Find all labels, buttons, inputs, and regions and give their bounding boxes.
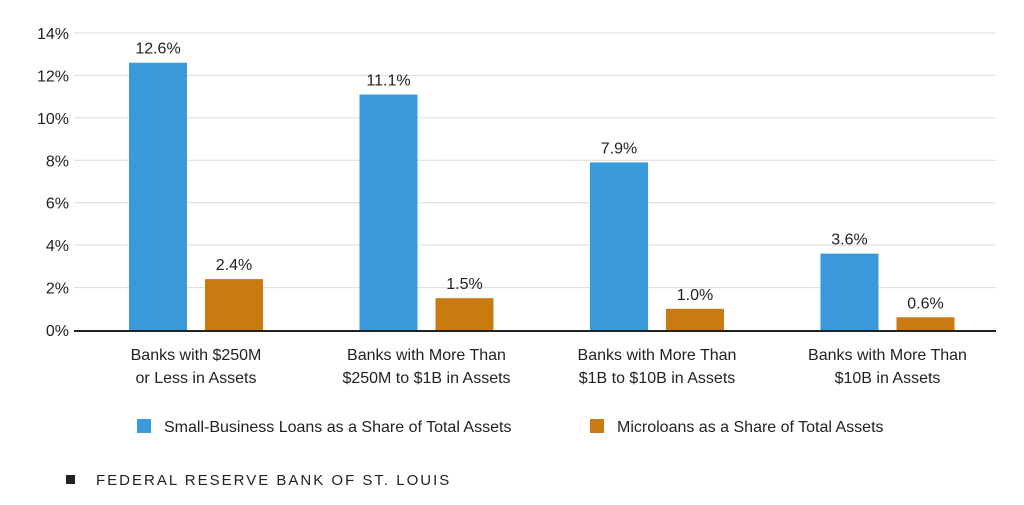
category-label: Banks with More Than <box>578 347 737 364</box>
category-label: or Less in Assets <box>136 370 257 387</box>
category-label: $1B to $10B in Assets <box>579 370 736 387</box>
y-tick-label: 2% <box>46 281 69 298</box>
data-label: 7.9% <box>601 140 637 157</box>
bar-small-business <box>359 94 418 331</box>
category-label: Banks with $250M <box>131 347 262 364</box>
source-text: FEDERAL RESERVE BANK OF ST. LOUIS <box>96 472 451 489</box>
data-label: 12.6% <box>135 41 180 58</box>
bars <box>129 62 955 331</box>
y-tick-label: 6% <box>46 196 69 213</box>
category-label: $10B in Assets <box>835 370 941 387</box>
category-labels: Banks with $250M or Less in Assets Banks w… <box>131 347 967 387</box>
y-tick-label: 8% <box>46 153 69 170</box>
data-label: 11.1% <box>366 73 410 90</box>
source-square-icon <box>66 475 75 484</box>
bar-microloans <box>896 317 955 330</box>
bar-microloans <box>435 298 494 330</box>
legend-swatch <box>137 419 151 433</box>
bar-microloans <box>205 279 263 330</box>
legend-label: Microloans as a Share of Total Assets <box>617 419 884 436</box>
bar-microloans <box>666 308 724 330</box>
y-tick-label: 4% <box>46 238 69 255</box>
data-label: 1.5% <box>446 276 482 293</box>
data-label: 0.6% <box>907 295 943 312</box>
category-label: $250M to $1B in Assets <box>342 370 510 387</box>
bar-small-business <box>590 162 648 330</box>
data-label: 2.4% <box>216 257 252 274</box>
source-credit: FEDERAL RESERVE BANK OF ST. LOUIS <box>66 472 451 489</box>
bar-small-business <box>820 253 879 330</box>
y-tick-label: 0% <box>46 323 69 340</box>
category-label: Banks with More Than <box>347 347 506 364</box>
category-label: Banks with More Than <box>808 347 967 364</box>
legend-label: Small-Business Loans as a Share of Total… <box>164 419 511 436</box>
legend-swatch <box>590 419 604 433</box>
bar-small-business <box>129 62 187 330</box>
y-tick-label: 14% <box>37 26 69 43</box>
grid-lines <box>74 32 996 289</box>
y-tick-label: 10% <box>37 111 69 128</box>
y-axis-ticks: 0% 2% 4% 6% 8% 10% 12% 14% <box>37 26 69 340</box>
data-label: 1.0% <box>677 287 713 304</box>
data-labels: 12.6% 2.4% 11.1% 1.5% 7.9% 1.0% 3.6% 0.6% <box>135 41 943 313</box>
data-label: 3.6% <box>831 232 867 249</box>
legend: Small-Business Loans as a Share of Total… <box>137 419 884 436</box>
y-tick-label: 12% <box>37 68 69 85</box>
